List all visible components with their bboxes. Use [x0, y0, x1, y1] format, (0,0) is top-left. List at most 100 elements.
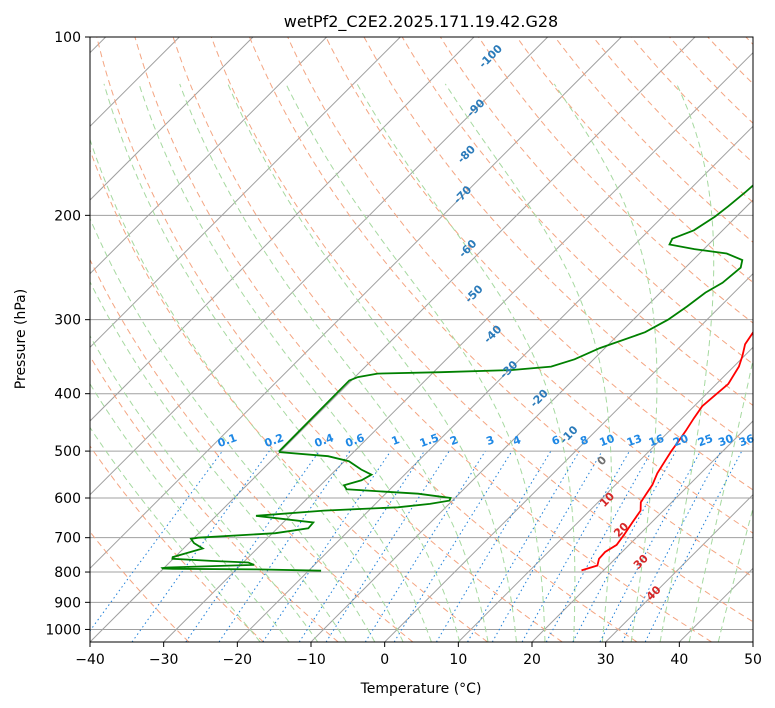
dry-adiabat-line [478, 37, 753, 324]
dry-adiabat-line [210, 37, 753, 623]
dry-adiabat-line [96, 37, 563, 642]
mixing-ratio-line [185, 450, 320, 642]
y-tick-label: 600 [54, 491, 81, 507]
mixing-ratio-line [467, 450, 580, 642]
isotherm-line [236, 125, 753, 642]
y-tick-label: 100 [54, 30, 81, 46]
isotherm-line [531, 420, 753, 642]
moist-adiabat-line [285, 83, 546, 642]
isotherm-line [163, 51, 753, 642]
mixing-ratio-line [298, 450, 425, 642]
x-axis-ticks: −40 −30 −20 −10 0 10 20 30 40 50 [75, 642, 762, 668]
mixing-ratio-line [545, 450, 653, 642]
dry-adiabat-line [401, 37, 753, 406]
dry-adiabat-line [592, 37, 753, 203]
y-tick-label: 1000 [45, 622, 81, 638]
profile-lines [160, 184, 753, 572]
moist-adiabat-line [90, 280, 347, 642]
mixing-ratio-label: 0.1 [216, 431, 239, 450]
y-tick-label: 700 [54, 531, 81, 547]
dry-adiabat-line [172, 37, 712, 642]
isotherm-line [90, 37, 622, 570]
moist-adiabat-line [179, 83, 489, 642]
dry-adiabat-line [363, 37, 753, 448]
isotherm-line [90, 37, 549, 496]
dry-adiabat-line [516, 37, 753, 284]
mixing-ratio-label: 6 [550, 433, 562, 448]
moist-adiabat-line [717, 506, 753, 642]
dewpoint-profile-line [160, 184, 753, 572]
isotherm-line [90, 37, 475, 422]
mixing-ratio-label: 36 [737, 432, 756, 450]
plot-background [90, 37, 753, 642]
isotherm-line [457, 346, 753, 642]
mixing-ratio-line [90, 450, 223, 632]
mixing-ratio-label: 30 [716, 432, 735, 450]
moist-adiabat-line [356, 83, 576, 642]
isotherm-line [310, 199, 753, 642]
y-tick-label: 400 [54, 387, 81, 403]
mixing-ratio-label: 20 [671, 432, 690, 450]
mixing-ratio-label: 8 [578, 433, 590, 448]
x-tick-label: 50 [744, 652, 762, 668]
moist-adiabat-line [90, 217, 376, 642]
mixing-ratio-label: 1 [390, 433, 402, 448]
y-axis-label: Pressure (hPa) [13, 289, 29, 389]
x-tick-label: 20 [523, 652, 541, 668]
isotherm-line [384, 272, 753, 642]
reference-curve-line [0, 37, 58, 629]
mixing-ratio-line [521, 450, 630, 642]
y-axis-ticks: 100 200 300 400 500 600 700 800 900 1000 [45, 30, 90, 638]
mixing-ratio-label: 0.2 [263, 431, 286, 450]
mixing-ratio-line [325, 450, 450, 642]
mixing-ratio-label: 10 [598, 432, 617, 450]
plot-frame [89, 36, 754, 643]
mixing-ratio-line [435, 450, 552, 642]
mixing-ratio-label: 3 [484, 433, 496, 448]
moist-adiabat-line [90, 382, 290, 642]
isotherm-line [90, 37, 254, 201]
dry-adiabat-line [287, 37, 753, 534]
mixing-ratio-label: 0.6 [344, 431, 367, 450]
mixing-ratio-line [572, 450, 677, 642]
dry-adiabat-line [134, 37, 638, 642]
isotherm-line [605, 493, 753, 642]
mixing-ratio-label: 4 [511, 433, 523, 448]
dry-adiabat-line [325, 37, 753, 491]
mixing-ratio-line [364, 450, 486, 642]
mixing-ratio-label: 25 [696, 432, 715, 449]
mixing-ratio-line [491, 450, 603, 642]
x-tick-label: −20 [223, 652, 253, 668]
mixing-ratio-label: 16 [647, 432, 666, 450]
dry-adiabat-line [249, 37, 753, 578]
x-tick-label: −30 [149, 652, 179, 668]
dry-adiabat-line [630, 37, 753, 164]
moist-adiabat-line [553, 83, 658, 642]
mixing-ratio-line [393, 450, 513, 642]
moist-adiabat-line [688, 357, 753, 642]
moist-adiabat-line [138, 83, 461, 642]
x-axis-label: Temperature (°C) [360, 681, 482, 697]
x-tick-label: −10 [296, 652, 326, 668]
mixing-ratio-label: 0.4 [313, 431, 336, 450]
x-tick-label: 0 [380, 652, 389, 668]
moist-adiabat-line [227, 83, 517, 642]
isotherm-line [90, 37, 696, 642]
y-tick-label: 200 [54, 208, 81, 224]
isotherm-line [752, 641, 753, 642]
mixing-ratio-label: 2 [448, 433, 460, 448]
mixing-ratio-label: 13 [625, 432, 644, 449]
dry-adiabat-line [90, 445, 264, 642]
isotherm-line [90, 37, 328, 275]
moist-adiabat-line [659, 83, 715, 642]
mixing-ratio-label: 1.5 [418, 431, 441, 450]
dry-adiabat-line [90, 258, 414, 642]
moist-adiabat-line [90, 334, 319, 642]
x-tick-label: 30 [597, 652, 615, 668]
moist-adiabat-line [90, 138, 404, 642]
x-tick-label: 40 [670, 652, 688, 668]
y-tick-label: 900 [54, 595, 81, 611]
y-tick-label: 800 [54, 565, 81, 581]
temperature-profile-line [581, 330, 753, 572]
y-tick-label: 500 [54, 444, 81, 460]
